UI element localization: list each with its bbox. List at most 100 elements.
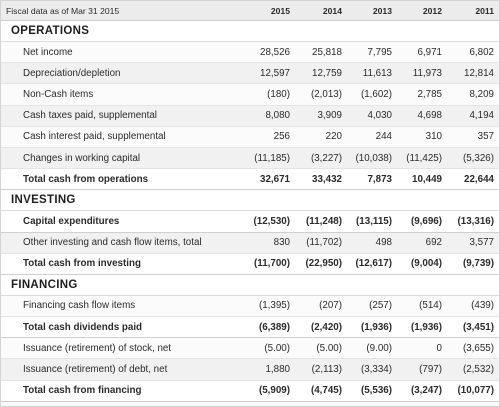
row-value: 11,973 [412,67,442,79]
row-value: 33,432 [312,173,342,185]
row-value: 22,644 [464,173,494,185]
table-row: Total cash dividends paid (6,389) (2,420) (… [1,317,499,339]
row-value: 4,194 [469,110,494,122]
row-value: 7,795 [367,46,392,58]
row-value: 2,785 [417,88,442,100]
row-value: (4,745) [310,385,342,397]
row-value: (10,077) [457,385,495,397]
table-row: Other investing and cash flow items, tot… [1,232,499,254]
table-row: Financing cash flow items (1,395) (207) (25… [1,296,499,318]
row-value: (1,936) [410,321,442,333]
table-row: Total cash from investing (11,700) (22,950… [1,253,499,275]
row-value: 11,613 [362,67,392,79]
row-value: (13,115) [356,215,392,227]
row-value: 25,818 [312,46,342,58]
row-value: 8,080 [265,110,290,122]
table-row: Changes in working capital (11,185) (3,227… [1,147,499,170]
row-value: 830 [273,237,290,249]
year-header: 2013 [372,5,392,16]
row-value: (6,389) [258,321,290,333]
table-row: Capital expenditures (12,530) (11,248) (13,… [1,211,499,233]
row-value: 6,802 [469,46,494,58]
row-label: Net income [23,46,73,58]
row-label: Total cash dividends paid [23,321,143,333]
row-value: (13,316) [457,215,495,227]
table-row: Issuance (retirement) of stock, net (5.00… [1,338,499,360]
row-value: 12,814 [464,67,494,79]
row-label: Financing cash flow items [23,300,136,312]
year-header: 2011 [475,5,494,16]
row-value: (9.00) [366,342,392,354]
row-value: 28,526 [260,46,290,58]
table-row: Depreciation/depletion 12,597 12,759 11,613… [1,63,499,85]
row-value: 0 [436,342,442,354]
row-value: (10,038) [355,152,393,164]
table-row: Cash interest paid, supplemental 256 220 24… [1,127,499,148]
row-value: 692 [425,237,442,249]
row-label: Cash taxes paid, supplemental [23,110,157,122]
row-label: Issuance (retirement) of stock, net [23,342,172,354]
row-value: 3,909 [317,110,342,122]
row-value: (2,532) [462,364,494,376]
row-value: (2,420) [310,321,342,333]
row-label: Depreciation/depletion [23,67,121,79]
row-value: (1,602) [360,88,392,100]
row-label: Capital expenditures [23,215,120,227]
table-row: Issuance (retirement) of debt, net 1,880 (… [1,359,499,381]
row-label: Issuance (retirement) of debt, net [23,364,168,376]
row-value: (3,334) [360,364,392,376]
table-row: Non-Cash items (180) (2,013) (1,602) 2,785 8,… [1,84,499,106]
row-value: (5,536) [360,385,392,397]
row-value: (1,936) [360,321,392,333]
row-value: 357 [477,131,494,143]
row-value: (797) [419,364,442,376]
row-label: Cash interest paid, supplemental [23,131,166,143]
row-label: Changes in working capital [23,152,141,164]
row-value: (3,227) [310,152,342,164]
row-value: 3,577 [469,237,494,249]
row-value: (439) [471,300,494,312]
table-row: Total cash from operations 32,671 33,432 7,… [1,169,499,191]
row-label: Non-Cash items [23,88,94,100]
row-value: (5.00) [264,342,290,354]
row-value: 244 [375,131,392,143]
row-label: Total cash from financing [23,385,142,397]
row-value: 4,030 [367,110,392,122]
table-row: Total cash from financing (5,909) (4,745) (… [1,380,499,402]
row-value: (1,395) [258,300,290,312]
table-row: Net income 28,526 25,818 7,795 6,971 6,802 [1,42,499,64]
section-title-investing: INVESTING [1,190,499,212]
year-header: 2015 [270,5,290,16]
row-value: (11,702) [306,237,342,249]
row-value: 12,759 [312,67,342,79]
row-value: 32,671 [260,173,290,185]
row-value: (3,655) [462,342,494,354]
year-header: 2012 [422,5,442,16]
row-value: (180) [267,88,290,100]
row-value: (9,696) [410,215,442,227]
table-body: OPERATIONS Net income 28,526 25,818 7,795 6,9… [1,21,499,402]
row-value: (9,739) [462,258,494,270]
row-label: Total cash from operations [23,173,149,185]
row-label: Total cash from investing [23,258,141,270]
row-value: (5,909) [258,385,290,397]
row-value: (257) [369,300,392,312]
table-header-row: Fiscal data as of Mar 31 2015 2015 2014 … [1,1,499,21]
row-value: 7,873 [367,173,392,185]
fiscal-date-caption: Fiscal data as of Mar 31 2015 [6,5,120,16]
table-row: Cash taxes paid, supplemental 8,080 3,909 4… [1,105,499,127]
row-value: (12,617) [355,258,393,270]
row-value: 310 [425,131,442,143]
row-value: (5,326) [462,152,494,164]
row-value: 10,449 [412,173,442,185]
row-value: (22,950) [305,258,343,270]
row-label: Other investing and cash flow items, tot… [23,237,202,249]
row-value: (11,700) [254,258,290,270]
row-value: (2,013) [310,88,342,100]
row-value: 12,597 [260,67,290,79]
row-value: (5.00) [316,342,342,354]
row-value: (3,451) [462,321,494,333]
row-value: (514) [419,300,442,312]
row-value: (11,185) [254,152,290,164]
